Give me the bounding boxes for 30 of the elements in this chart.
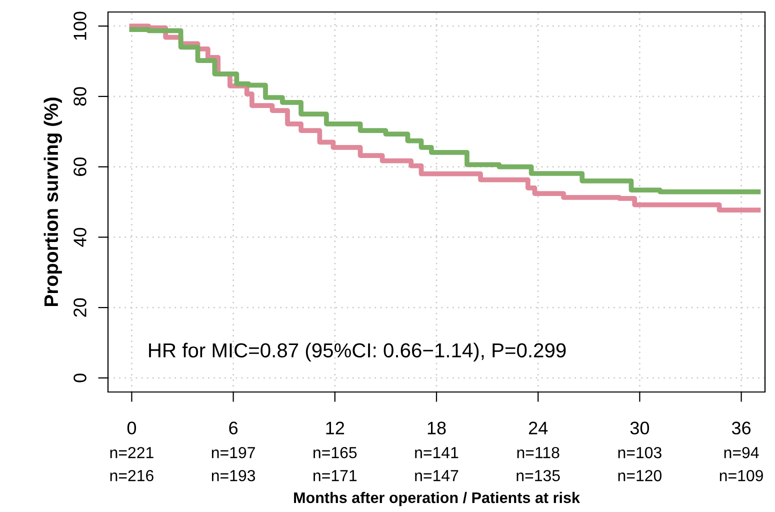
x-axis-title: Months after operation / Patients at risk: [294, 492, 580, 506]
y-tick-label: 0: [74, 374, 86, 382]
text: n=193: [212, 470, 256, 482]
y-tick-label: 100: [74, 12, 86, 40]
x-tick-label: 18: [428, 422, 446, 434]
y-tick-label: 80: [74, 87, 86, 106]
text: n=120: [618, 470, 662, 482]
x-tick-label: 36: [732, 422, 751, 434]
x-tick-label: 6: [229, 422, 238, 434]
text: n=141: [415, 447, 458, 458]
text: n=103: [618, 446, 662, 458]
text: n=197: [212, 446, 255, 458]
y-tick-label: 40: [74, 228, 86, 247]
annotation: HR for MIC=0.87 (95%CI: 0.66−1.14), P=0.299: [149, 342, 566, 362]
y-tick-label: 60: [74, 157, 86, 176]
x-tick-label: 12: [326, 422, 344, 434]
text: n=118: [517, 446, 560, 458]
text: n=165: [314, 446, 357, 458]
x-tick-label: 30: [630, 422, 650, 434]
text: n=171: [314, 470, 357, 482]
text: n=109: [720, 470, 763, 482]
text: n=216: [110, 470, 154, 482]
text: n=147: [415, 470, 458, 482]
text: n=221: [110, 446, 154, 458]
text: n=135: [516, 470, 560, 482]
y-tick-label: 20: [74, 298, 86, 317]
x-tick-label: 0: [127, 422, 136, 434]
y-axis-title: Proportion surving (%): [44, 98, 62, 306]
text: n=94: [724, 446, 759, 458]
x-tick-label: 24: [528, 422, 548, 434]
